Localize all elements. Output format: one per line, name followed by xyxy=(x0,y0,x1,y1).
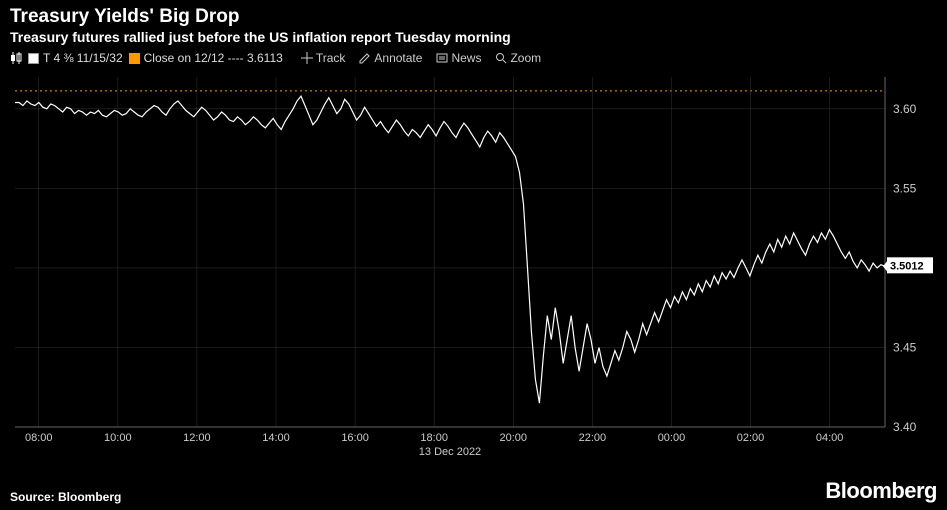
svg-text:20:00: 20:00 xyxy=(500,432,528,444)
annotate-button[interactable]: Annotate xyxy=(359,51,422,65)
header: Treasury Yields' Big Drop Treasury futur… xyxy=(0,0,947,47)
svg-text:3.60: 3.60 xyxy=(893,102,917,116)
annotate-label: Annotate xyxy=(374,51,422,65)
svg-text:14:00: 14:00 xyxy=(262,432,290,444)
page-title: Treasury Yields' Big Drop xyxy=(10,6,937,28)
svg-text:12:00: 12:00 xyxy=(183,432,211,444)
svg-text:18:00: 18:00 xyxy=(420,432,448,444)
svg-text:02:00: 02:00 xyxy=(737,432,765,444)
track-label: Track xyxy=(316,51,346,65)
chart-toolbar: Track Annotate News Zoom xyxy=(301,51,541,65)
zoom-button[interactable]: Zoom xyxy=(495,51,541,65)
legend-series-label: T 4 ⅜ 11/15/32 xyxy=(43,51,123,65)
pencil-icon xyxy=(359,52,371,64)
svg-text:3.40: 3.40 xyxy=(893,420,917,434)
bloomberg-logo: Bloomberg xyxy=(825,478,937,504)
news-icon xyxy=(436,52,448,64)
legend-close-label: Close on 12/12 ---- 3.6113 xyxy=(144,51,283,65)
svg-text:13 Dec 2022: 13 Dec 2022 xyxy=(419,446,481,458)
crosshair-icon xyxy=(301,52,313,64)
footer: Source: Bloomberg Bloomberg xyxy=(10,478,937,504)
chart-area: 3.403.453.503.553.6008:0010:0012:0014:00… xyxy=(10,72,937,460)
svg-text:22:00: 22:00 xyxy=(579,432,607,444)
zoom-icon xyxy=(495,52,507,64)
track-button[interactable]: Track xyxy=(301,51,346,65)
legend-swatch-orange xyxy=(129,53,140,64)
legend-close: Close on 12/12 ---- 3.6113 xyxy=(129,51,283,65)
page-subtitle: Treasury futures rallied just before the… xyxy=(10,29,937,45)
svg-text:00:00: 00:00 xyxy=(658,432,686,444)
svg-text:3.55: 3.55 xyxy=(893,181,917,195)
svg-text:16:00: 16:00 xyxy=(341,432,369,444)
news-label: News xyxy=(451,51,481,65)
candlestick-icon xyxy=(10,51,22,65)
svg-text:10:00: 10:00 xyxy=(104,432,132,444)
zoom-label: Zoom xyxy=(510,51,541,65)
svg-text:04:00: 04:00 xyxy=(816,432,844,444)
legend-swatch-white xyxy=(28,53,39,64)
svg-text:3.45: 3.45 xyxy=(893,340,917,354)
news-button[interactable]: News xyxy=(436,51,481,65)
legend-series: T 4 ⅜ 11/15/32 xyxy=(28,51,123,65)
source-label: Source: Bloomberg xyxy=(10,490,121,504)
legend-bar: T 4 ⅜ 11/15/32 Close on 12/12 ---- 3.611… xyxy=(0,47,947,69)
chart-svg: 3.403.453.503.553.6008:0010:0012:0014:00… xyxy=(10,72,937,460)
svg-text:08:00: 08:00 xyxy=(25,432,53,444)
svg-text:3.5012: 3.5012 xyxy=(890,260,924,272)
